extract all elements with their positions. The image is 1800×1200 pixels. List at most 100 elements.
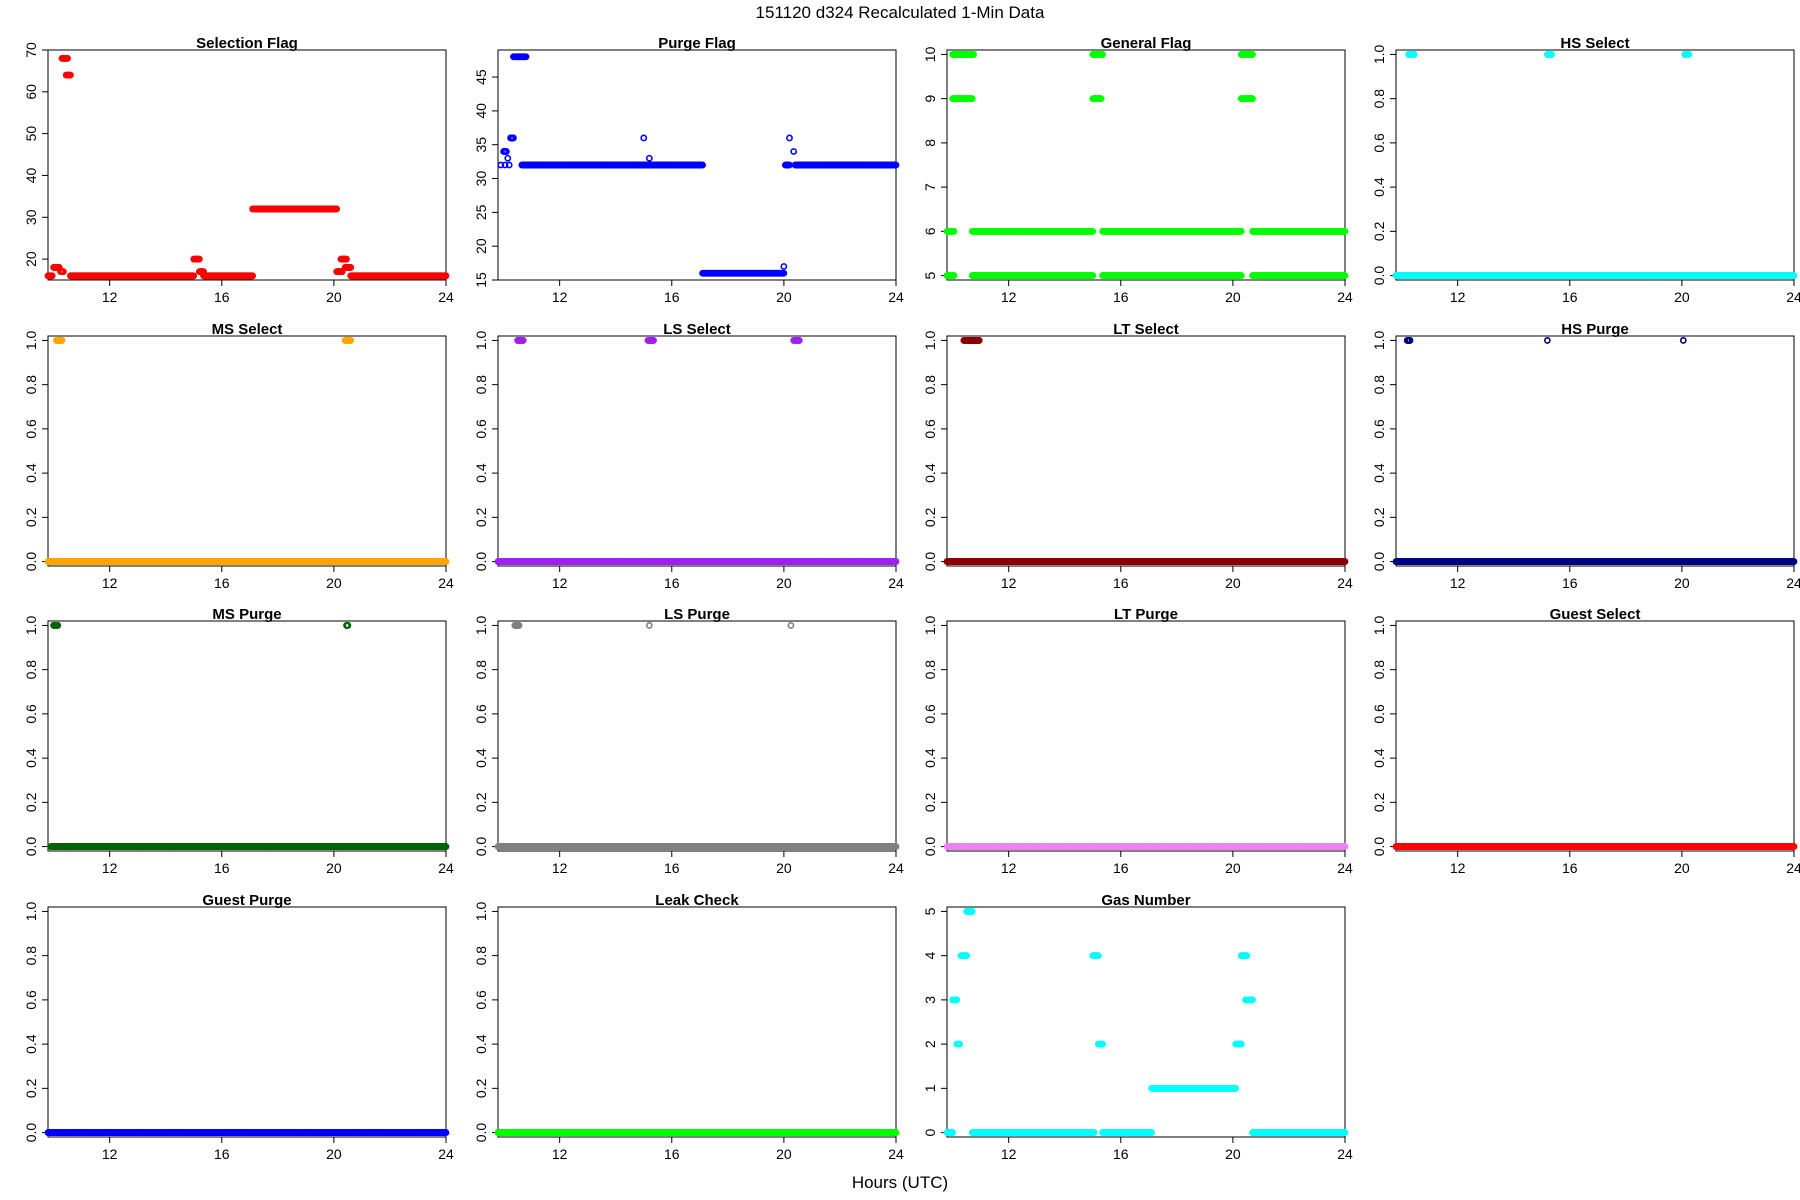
y-tick-label: 10 [922, 46, 938, 62]
x-tick-label: 16 [214, 575, 230, 591]
y-tick-label: 9 [922, 95, 938, 103]
panel-title: MS Select [212, 321, 283, 338]
y-tick-label: 0.8 [1371, 89, 1387, 109]
x-tick-label: 24 [438, 289, 454, 305]
data-run [1681, 51, 1693, 58]
data-point [64, 54, 72, 62]
data-run [1099, 227, 1245, 235]
y-tick-label: 0.8 [23, 375, 39, 395]
data-run [968, 272, 1097, 279]
data-run [341, 337, 355, 344]
data-run [1405, 51, 1418, 58]
x-tick-label: 20 [1225, 289, 1241, 305]
data-point [780, 263, 788, 270]
y-tick-label: 20 [473, 238, 489, 254]
y-tick-label: 70 [23, 42, 39, 58]
data-run [1089, 51, 1106, 58]
data-run [645, 154, 653, 162]
x-tick-label: 16 [1113, 289, 1129, 305]
x-tick-label: 12 [1450, 289, 1466, 305]
x-tick-label: 24 [1786, 289, 1800, 305]
data-point [504, 154, 512, 162]
x-tick-label: 24 [888, 289, 904, 305]
y-tick-label: 6 [922, 227, 938, 235]
y-tick-label: 35 [473, 137, 489, 153]
data-run [504, 154, 512, 162]
data-run [781, 161, 793, 169]
y-tick-label: 7 [922, 183, 938, 191]
y-tick-label: 40 [23, 167, 39, 183]
panel-title: Selection Flag [196, 35, 298, 52]
data-run [505, 161, 513, 169]
x-axis-label: Hours (UTC) [852, 1173, 948, 1192]
panel-title: General Flag [1101, 35, 1192, 52]
figure-title: 151120 d324 Recalculated 1-Min Data [756, 3, 1045, 22]
x-tick-label: 12 [552, 289, 568, 305]
y-tick-label: 8 [922, 139, 938, 147]
data-run [58, 54, 72, 62]
data-run [249, 205, 341, 213]
y-tick-label: 60 [23, 84, 39, 100]
data-run [1392, 272, 1798, 279]
data-point [645, 154, 653, 162]
data-run [791, 161, 900, 169]
x-tick-label: 12 [102, 289, 118, 305]
data-run [699, 269, 788, 277]
data-point [786, 134, 793, 142]
data-run [341, 264, 355, 271]
plot-frame [47, 49, 447, 281]
data-run [200, 272, 257, 280]
data-point [60, 268, 67, 276]
data-run [67, 272, 198, 280]
y-tick-label: 30 [473, 171, 489, 187]
data-point [48, 272, 56, 280]
data-run [507, 134, 517, 142]
y-tick-label: 50 [23, 126, 39, 142]
data-run [44, 272, 56, 280]
y-tick-label: 0.2 [1371, 221, 1387, 241]
x-tick-label: 20 [776, 289, 792, 305]
y-tick-label: 45 [473, 69, 489, 85]
plot-frame [946, 49, 1346, 281]
data-run [1249, 272, 1349, 279]
data-point [790, 148, 798, 155]
data-run [1237, 51, 1256, 58]
data-run [347, 272, 450, 280]
y-tick-label: 0.4 [1371, 177, 1387, 197]
data-run [943, 272, 958, 279]
data-run [1099, 272, 1245, 279]
plot-frame [47, 335, 447, 567]
data-run [949, 95, 976, 103]
data-run [968, 227, 1097, 235]
data-run [44, 558, 450, 565]
y-tick-label: 5 [922, 271, 938, 279]
plot-frame [1395, 49, 1795, 281]
x-tick-label: 16 [214, 289, 230, 305]
x-tick-label: 24 [1337, 289, 1353, 305]
x-tick-label: 24 [438, 575, 454, 591]
data-run [1237, 95, 1256, 103]
y-tick-label: 0.0 [1371, 266, 1387, 286]
data-point [505, 161, 513, 169]
data-run [1543, 51, 1555, 58]
data-run [943, 227, 958, 235]
data-run [337, 255, 350, 263]
x-tick-label: 20 [326, 289, 342, 305]
data-run [62, 71, 74, 79]
data-run [500, 148, 510, 155]
x-tick-label: 12 [102, 575, 118, 591]
data-run [53, 337, 66, 344]
y-tick-label: 15 [473, 272, 489, 288]
data-run [949, 51, 978, 58]
y-tick-label: 1.0 [1371, 44, 1387, 64]
data-point [195, 255, 203, 263]
panel-title: Purge Flag [658, 35, 736, 52]
y-tick-label: 25 [473, 204, 489, 220]
data-run [510, 53, 530, 61]
x-tick-label: 16 [664, 289, 680, 305]
